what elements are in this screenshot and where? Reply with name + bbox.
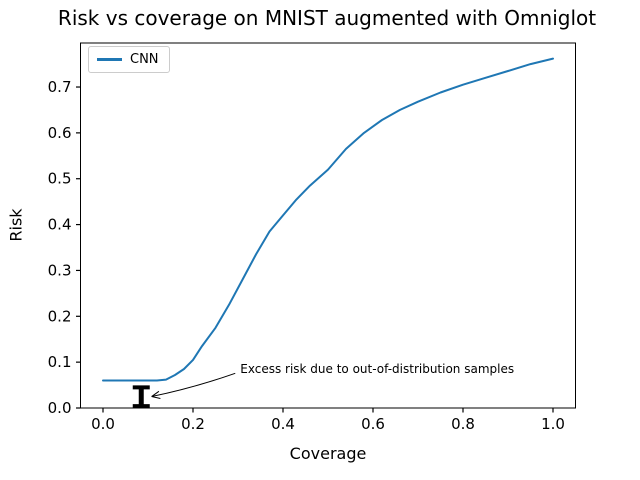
annotation-arrow [151,372,236,398]
y-tick-label: 0.3 [48,261,72,279]
y-tick-label: 0.2 [48,307,72,325]
y-tick-label: 0.0 [48,399,72,417]
annotation-text: Excess risk due to out-of-distribution s… [240,362,515,377]
legend-label: CNN [130,52,159,67]
risk-curve [102,57,554,382]
x-tick-label: 0.4 [271,415,295,433]
x-axis-label: Coverage [289,444,367,463]
y-tick-label: 0.5 [48,170,72,188]
chart-title: Risk vs coverage on MNIST augmented with… [57,6,597,30]
legend: CNN [88,46,170,73]
y-tick-label: 0.1 [48,353,72,371]
y-tick-label: 0.6 [48,124,72,142]
axes-spines [80,42,576,409]
x-tick-label: 0.2 [181,415,205,433]
x-tick-label: 0.6 [361,415,385,433]
y-axis-label: Risk [6,208,26,242]
y-tick-label: 0.7 [48,78,72,96]
x-tick-label: 1.0 [541,415,565,433]
annotation-arrowhead [151,396,161,399]
x-tick-label: 0.8 [451,415,475,433]
y-tick-label: 0.4 [48,216,72,234]
x-tick-label: 0.0 [91,415,115,433]
annotation-arrowhead [151,390,160,397]
legend-line-swatch [97,58,122,61]
